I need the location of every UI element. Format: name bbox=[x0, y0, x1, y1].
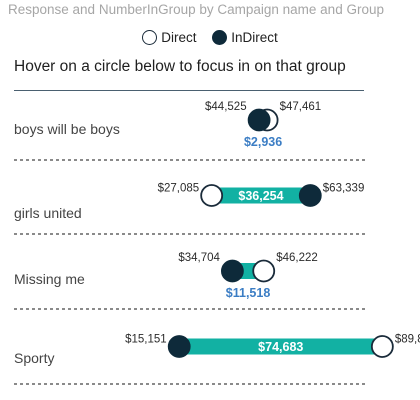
right-value-label: $63,339 bbox=[323, 183, 365, 195]
chart-title: Response and NumberInGroup by Campaign n… bbox=[8, 2, 384, 17]
left-value-label: $44,525 bbox=[205, 101, 247, 113]
indirect-circle-icon bbox=[212, 30, 228, 45]
category-label: Sporty bbox=[14, 350, 54, 366]
left-value-label: $34,704 bbox=[178, 252, 220, 264]
direct-circle-icon bbox=[142, 30, 158, 45]
difference-bar bbox=[179, 338, 383, 355]
category-label: girls united bbox=[14, 205, 82, 221]
legend-item-direct[interactable]: Direct bbox=[142, 30, 196, 45]
direct-marker[interactable] bbox=[252, 259, 276, 283]
category-label: Missing me bbox=[14, 271, 85, 287]
instruction-underline bbox=[14, 90, 364, 91]
direct-marker[interactable] bbox=[200, 184, 224, 207]
indirect-marker[interactable] bbox=[167, 335, 191, 358]
legend-label-direct: Direct bbox=[161, 30, 197, 45]
left-value-label: $15,151 bbox=[125, 334, 167, 346]
indirect-marker[interactable] bbox=[247, 108, 271, 132]
indirect-marker[interactable] bbox=[220, 259, 244, 283]
left-value-label: $27,085 bbox=[158, 183, 200, 195]
difference-label: $11,518 bbox=[226, 286, 271, 300]
right-value-label: $46,222 bbox=[276, 252, 318, 264]
legend: Direct InDirect bbox=[0, 30, 420, 48]
right-value-label: $47,461 bbox=[280, 101, 322, 113]
category-label: boys will be boys bbox=[14, 121, 120, 137]
right-value-label: $89,834 bbox=[395, 334, 420, 346]
legend-label-indirect: InDirect bbox=[231, 30, 278, 45]
hover-instruction: Hover on a circle below to focus in on t… bbox=[14, 58, 346, 75]
difference-label: $36,254 bbox=[238, 189, 283, 203]
difference-bar bbox=[211, 187, 311, 204]
legend-item-indirect[interactable]: InDirect bbox=[212, 30, 278, 45]
direct-marker[interactable] bbox=[370, 335, 394, 358]
difference-label: $74,683 bbox=[258, 340, 303, 354]
indirect-marker[interactable] bbox=[298, 184, 322, 207]
difference-label: $2,936 bbox=[244, 135, 282, 149]
